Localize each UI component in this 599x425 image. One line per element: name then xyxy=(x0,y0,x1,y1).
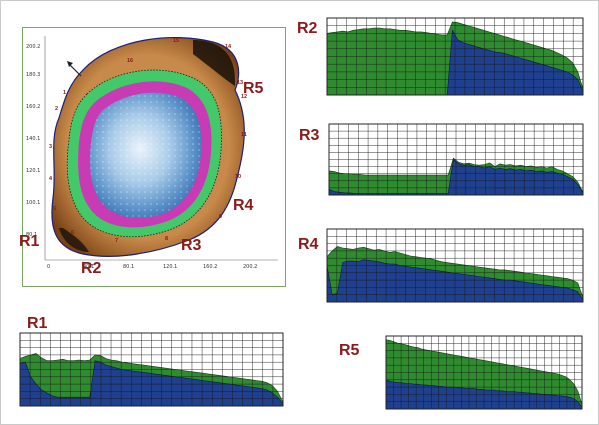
plot-border xyxy=(326,228,584,303)
map-point-label: 2 xyxy=(55,106,58,112)
map-label-r4: R4 xyxy=(233,197,254,214)
plot-border xyxy=(19,332,284,407)
map-label-r1: R1 xyxy=(19,233,40,250)
map-point-label: 8 xyxy=(165,236,168,242)
svg-text:200.2: 200.2 xyxy=(243,264,257,270)
map-point-label: 3 xyxy=(49,144,52,150)
map-point-label: 1 xyxy=(63,90,66,96)
map-point-label: 16 xyxy=(127,58,133,64)
svg-text:200.2: 200.2 xyxy=(26,44,40,50)
map-point-label: 6 xyxy=(71,230,74,236)
plot-label-r1: R1 xyxy=(27,315,48,332)
area-chart-r2 xyxy=(323,15,597,107)
plot-label-r4: R4 xyxy=(298,236,319,253)
svg-text:160.2: 160.2 xyxy=(26,104,40,110)
svg-text:40.1: 40.1 xyxy=(83,264,94,270)
svg-text:160.2: 160.2 xyxy=(203,264,217,270)
map-point-label: 15 xyxy=(173,38,179,44)
map-point-label: 11 xyxy=(241,132,247,138)
svg-text:120.1: 120.1 xyxy=(163,264,177,270)
plot-border xyxy=(385,335,583,410)
chart-svg xyxy=(385,335,583,410)
plot-label-r2: R2 xyxy=(297,20,318,37)
chart-svg xyxy=(328,123,584,196)
plot-label-r5: R5 xyxy=(339,342,360,359)
svg-text:180.3: 180.3 xyxy=(26,72,40,78)
map-point-label: 7 xyxy=(115,238,118,244)
map-label-r3: R3 xyxy=(181,237,202,254)
map-label-r5: R5 xyxy=(243,80,264,97)
map-point-label: 13 xyxy=(237,80,243,86)
contour-map-panel: 200.2 180.3 160.2 140.1 120.1 100.1 80.1… xyxy=(22,27,286,287)
map-point-label: 5 xyxy=(53,206,56,212)
map-point-label: 10 xyxy=(235,174,241,180)
area-chart-r3 xyxy=(325,121,597,207)
plot-border xyxy=(328,123,584,196)
map-point-label: 4 xyxy=(49,176,53,182)
chart-svg xyxy=(19,332,284,407)
map-point-label: 9 xyxy=(219,214,222,220)
svg-text:80.1: 80.1 xyxy=(123,264,134,270)
svg-text:140.1: 140.1 xyxy=(26,136,40,142)
contour-map: 200.2 180.3 160.2 140.1 120.1 100.1 80.1… xyxy=(26,36,278,270)
chart-svg xyxy=(326,17,584,96)
plot-border xyxy=(326,17,584,96)
plot-label-r3: R3 xyxy=(299,127,320,144)
map-label-r2: R2 xyxy=(81,260,102,277)
map-point-label: 12 xyxy=(241,94,247,100)
svg-text:100.1: 100.1 xyxy=(26,200,40,206)
chart-svg xyxy=(326,228,584,303)
svg-text:120.1: 120.1 xyxy=(26,168,40,174)
area-chart-r1 xyxy=(16,330,297,418)
area-chart-r5 xyxy=(382,333,596,421)
svg-text:0: 0 xyxy=(47,264,50,270)
map-point-label: 14 xyxy=(225,44,232,50)
area-chart-r4 xyxy=(323,226,597,314)
svg-text:80.1: 80.1 xyxy=(26,232,37,238)
